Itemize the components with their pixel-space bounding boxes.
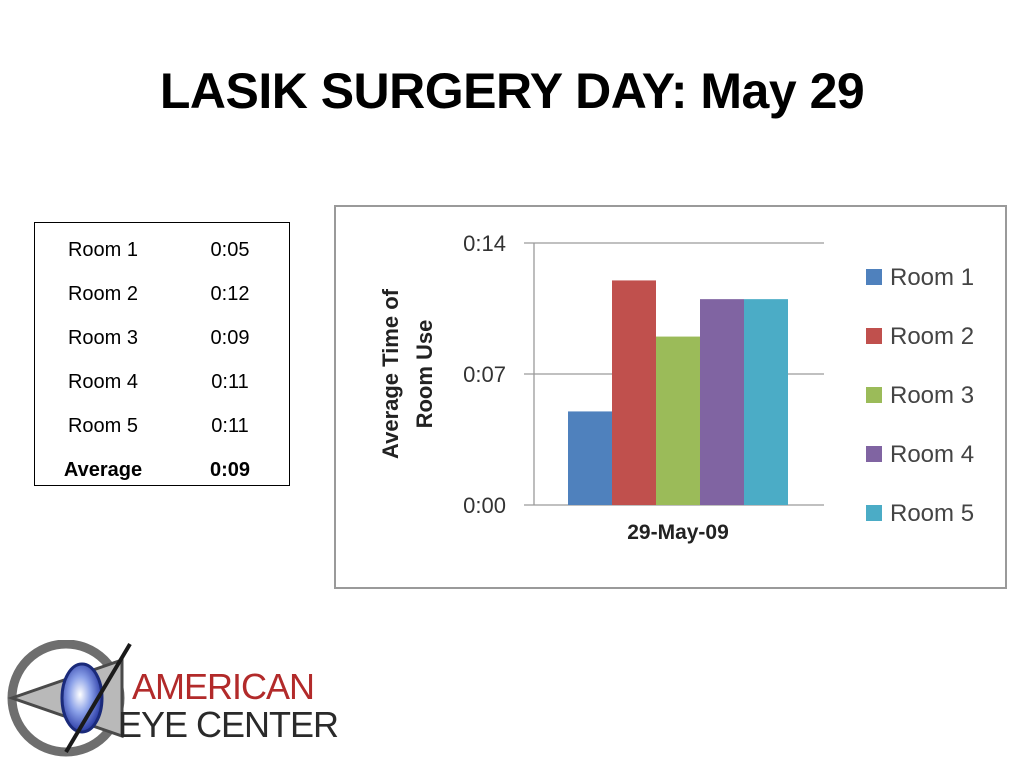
legend-swatch (866, 446, 882, 462)
legend-label: Room 4 (890, 441, 974, 468)
time-cell: 0:11 (211, 414, 249, 437)
legend-swatch (866, 387, 882, 403)
x-category-label: 29-May-09 (627, 521, 729, 544)
room-cell: Room 4 (67, 370, 139, 393)
table-row-average: Average 0:09 (35, 448, 289, 492)
room-cell: Room 1 (67, 238, 139, 261)
legend-label: Room 3 (890, 382, 974, 409)
bar-room-4 (700, 299, 744, 505)
y-tick-label: 0:00 (463, 493, 506, 518)
time-cell: 0:09 (210, 326, 250, 349)
logo: AMERICAN EYE CENTER (4, 639, 344, 764)
time-cell: 0:11 (211, 370, 249, 393)
table-row: Room 2 0:12 (35, 272, 289, 316)
legend-label: Room 1 (890, 264, 974, 291)
legend-swatch (866, 328, 882, 344)
y-axis-label-line: Room Use (412, 320, 437, 429)
room-cell: Room 3 (67, 326, 139, 349)
table-row: Room 1 0:05 (35, 228, 289, 272)
y-tick-label: 0:14 (463, 231, 506, 256)
average-value: 0:09 (209, 458, 251, 481)
slide-title: LASIK SURGERY DAY: May 29 (159, 63, 865, 119)
legend-label: Room 2 (890, 323, 974, 350)
bar-chart: 0:00 0:07 0:14 29-May-09 Average Time of Room… (334, 205, 1007, 589)
bar-room-2 (612, 280, 656, 505)
legend-swatch (866, 505, 882, 521)
time-cell: 0:05 (210, 238, 250, 261)
table-row: Room 4 0:11 (35, 360, 289, 404)
average-label: Average (63, 458, 143, 481)
bar-room-3 (656, 336, 700, 505)
eye-logo-icon (7, 639, 132, 757)
bar-room-5 (744, 299, 788, 505)
y-axis-label: Average Time of Room Use (378, 288, 437, 459)
y-axis-label-line: Average Time of (378, 288, 403, 459)
room-cell: Room 2 (67, 282, 139, 305)
room-cell: Room 5 (67, 414, 139, 437)
y-tick-label: 0:07 (463, 362, 506, 387)
table-row: Room 5 0:11 (35, 404, 289, 448)
legend-label: Room 5 (890, 500, 974, 527)
logo-line2: EYE CENTER (118, 704, 339, 745)
table-row: Room 3 0:09 (35, 316, 289, 360)
legend-swatch (866, 269, 882, 285)
bar-chart-svg: 0:00 0:07 0:14 29-May-09 Average Time of Room… (378, 231, 974, 544)
room-times-table: Room 1 0:05 Room 2 0:12 Room 3 0:09 Room… (34, 222, 290, 486)
bar-room-1 (568, 411, 612, 505)
time-cell: 0:12 (210, 282, 250, 305)
logo-line1: AMERICAN (132, 666, 315, 707)
